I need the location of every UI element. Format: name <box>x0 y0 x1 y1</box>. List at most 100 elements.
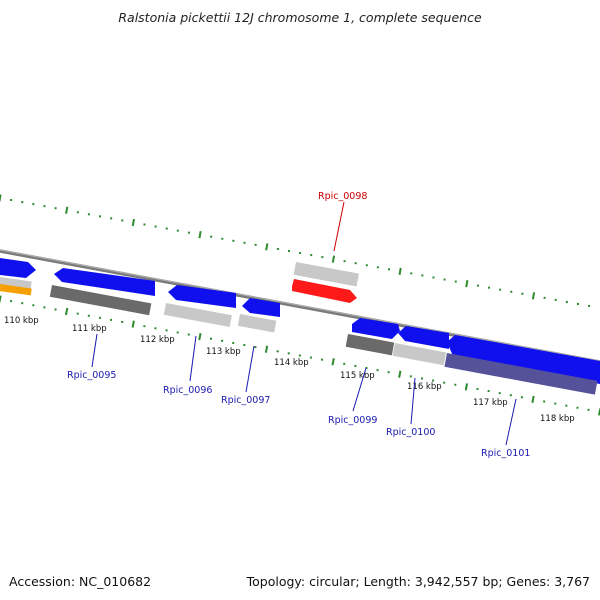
ruler-dot <box>121 321 124 324</box>
ruler-tick <box>265 243 269 251</box>
gene-block[interactable] <box>293 262 359 287</box>
ruler-dot <box>510 290 513 293</box>
gene-arrow[interactable] <box>447 335 600 384</box>
tick-label: 112 kbp <box>140 335 175 345</box>
ruler-dot <box>87 314 90 317</box>
ruler-dot <box>10 300 13 303</box>
ruler-dot <box>554 402 557 405</box>
gene-arrow-highlighted[interactable] <box>292 279 357 303</box>
ruler-dot <box>443 278 446 281</box>
gene-arrow[interactable] <box>398 326 449 349</box>
ruler-tick <box>264 345 269 353</box>
ruler-dot <box>187 231 190 234</box>
feature-block[interactable] <box>392 343 447 366</box>
sequence-stats: Topology: circular; Length: 3,942,557 bp… <box>246 574 590 589</box>
ruler-dot <box>121 219 124 222</box>
feature-block[interactable] <box>444 353 598 395</box>
ruler-tick <box>331 255 336 263</box>
feature-block[interactable] <box>163 303 232 328</box>
ruler-tick <box>198 333 202 341</box>
ruler-dot <box>421 274 424 277</box>
ruler-dot <box>43 205 46 208</box>
ruler-dot <box>376 266 379 269</box>
gene-label-rpic-0099[interactable]: Rpic_0099 <box>328 415 377 426</box>
ruler-dot <box>354 364 357 367</box>
gene-labels: Rpic_0095 Rpic_0096 Rpic_0097 Rpic_0098 … <box>67 191 530 459</box>
ruler-tick <box>465 279 469 288</box>
ruler-dot <box>110 217 113 220</box>
forward-gene-track <box>0 258 600 384</box>
ruler-dot <box>321 358 324 361</box>
ruler-dot <box>254 346 257 349</box>
gene-arrow[interactable] <box>242 298 280 317</box>
tick-label: 115 kbp <box>340 371 375 381</box>
ruler-dot <box>54 308 57 311</box>
ruler-tick <box>131 218 135 227</box>
ruler-tick <box>531 395 535 404</box>
ruler-dot <box>287 249 290 252</box>
ruler-dot <box>565 404 568 407</box>
inner-ruler <box>0 295 600 416</box>
ruler-dot <box>432 379 435 382</box>
ruler-dot <box>576 302 579 305</box>
tick-label: 111 kbp <box>72 324 107 334</box>
feature-block[interactable] <box>0 284 32 296</box>
ruler-dot <box>143 325 146 328</box>
ruler-dot <box>210 235 213 238</box>
tick-label: 110 kbp <box>4 316 39 326</box>
ruler-dot <box>287 352 290 355</box>
ruler-dot <box>321 256 324 259</box>
ruler-dot <box>32 304 35 307</box>
ruler-dot <box>587 408 590 411</box>
ruler-tick <box>398 370 402 378</box>
ruler-dot <box>209 337 212 340</box>
ruler-dot <box>110 318 113 321</box>
ruler-dot <box>254 243 257 246</box>
ruler-dot <box>543 400 546 403</box>
ruler-dot <box>176 331 179 334</box>
ruler-dot <box>76 312 79 315</box>
gene-label-rpic-0100[interactable]: Rpic_0100 <box>386 427 435 438</box>
accession-label: Accession: NC_010682 <box>9 574 151 589</box>
ruler-dot <box>387 371 390 374</box>
gene-label-rpic-0097[interactable]: Rpic_0097 <box>221 395 270 406</box>
gene-label-rpic-0095[interactable]: Rpic_0095 <box>67 370 116 381</box>
gene-arrow[interactable] <box>352 318 400 339</box>
ruler-dot <box>521 292 524 295</box>
ruler-dot <box>98 316 101 319</box>
ruler-dot <box>499 288 502 291</box>
ruler-dot <box>376 369 379 372</box>
ruler-dot <box>165 227 168 230</box>
ruler-tick <box>0 194 2 202</box>
ruler-dot <box>488 286 491 289</box>
ruler-dot <box>154 225 157 228</box>
ruler-dot <box>21 302 24 305</box>
gene-label-rpic-0096[interactable]: Rpic_0096 <box>163 385 212 396</box>
feature-block-track <box>0 277 598 395</box>
ruler-dot <box>498 392 501 395</box>
tick-label: 116 kbp <box>407 382 442 392</box>
ruler-dot <box>310 254 313 257</box>
ruler-tick <box>65 206 69 214</box>
ruler-dot <box>476 387 479 390</box>
outer-ruler <box>0 194 591 307</box>
gene-arrow[interactable] <box>54 268 155 296</box>
ruler-dot <box>410 272 413 275</box>
ruler-dot <box>343 362 346 365</box>
gene-arrow[interactable] <box>168 285 236 308</box>
ruler-dot <box>388 268 391 271</box>
gene-label-rpic-0098[interactable]: Rpic_0098 <box>318 191 367 202</box>
ruler-dot <box>443 381 446 384</box>
gene-arrow[interactable] <box>0 258 36 278</box>
gene-label-rpic-0101[interactable]: Rpic_0101 <box>481 448 530 459</box>
feature-block[interactable] <box>49 285 152 316</box>
ruler-dot <box>10 199 13 202</box>
feature-block[interactable] <box>345 334 395 356</box>
ruler-dot <box>343 260 346 263</box>
ruler-dot <box>554 298 557 301</box>
tick-label: 114 kbp <box>274 358 309 368</box>
ruler-dot <box>476 284 479 287</box>
ruler-tick <box>0 295 2 303</box>
feature-block[interactable] <box>237 313 277 333</box>
